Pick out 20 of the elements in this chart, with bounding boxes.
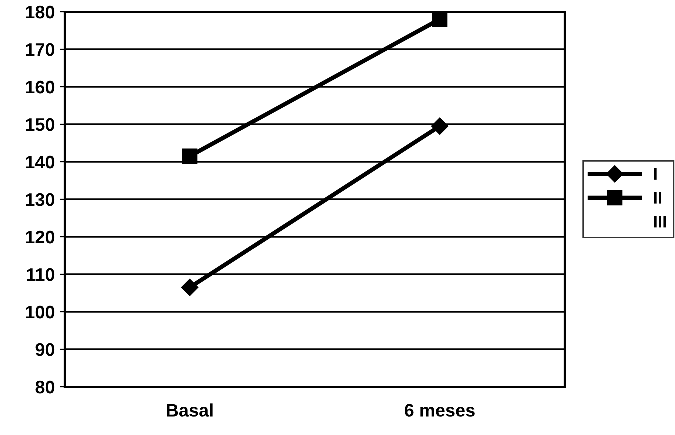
y-tick-label: 180	[26, 6, 55, 19]
y-tick-label: 110	[27, 268, 55, 282]
point	[432, 12, 448, 28]
y-tick-label: 130	[26, 193, 55, 206]
x-tick-label: Basal	[167, 404, 213, 417]
y-tick-label: 140	[26, 156, 55, 169]
text: III	[654, 216, 666, 228]
point	[182, 148, 198, 164]
legend-label: I	[654, 168, 657, 180]
point	[431, 118, 449, 135]
y-tick-label: 90	[36, 343, 55, 356]
x-tick-label: 6 meses	[405, 404, 475, 417]
y-tick-label: 100	[26, 306, 55, 319]
point	[181, 279, 199, 296]
y-tick-label: 150	[26, 118, 55, 132]
legend-label: II	[654, 192, 662, 204]
y-tick-label: 120	[26, 230, 55, 244]
y-tick-label: 160	[26, 80, 55, 94]
y-tick-label: 170	[26, 43, 55, 56]
y-tick-label: 80	[36, 380, 55, 394]
